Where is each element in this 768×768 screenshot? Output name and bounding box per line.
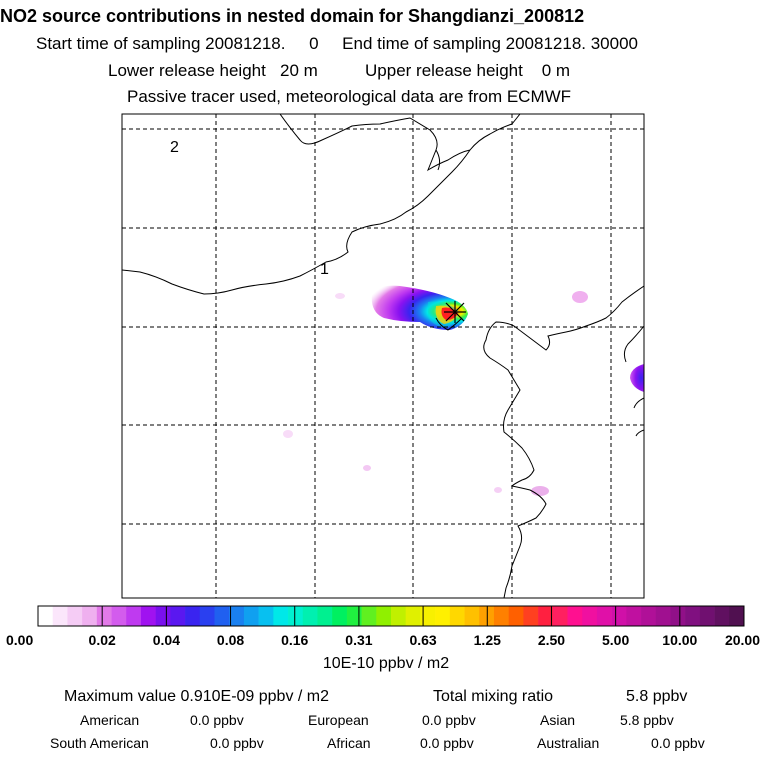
colorbar-swatch <box>435 606 451 626</box>
colorbar-swatch <box>82 606 98 626</box>
colorbar-swatch <box>243 606 259 626</box>
colorbar-tick-label: 2.50 <box>538 632 565 648</box>
colorbar-swatch <box>38 606 54 626</box>
colorbar-swatch <box>552 606 568 626</box>
colorbar-swatch <box>420 606 436 626</box>
chart-title: NO2 source contributions in nested domai… <box>0 6 585 26</box>
colorbar-swatch <box>493 606 509 626</box>
colorbar-tick-label: 0.08 <box>217 632 244 648</box>
region-name-south-american: South American <box>50 735 149 751</box>
colorbar-swatch <box>685 606 701 626</box>
colorbar-swatch <box>523 606 539 626</box>
faint-spot <box>494 487 502 493</box>
colorbar-swatch <box>626 606 642 626</box>
colorbar-tick-label: 0.16 <box>281 632 308 648</box>
colorbar-swatch <box>582 606 598 626</box>
sampling-time-text: Start time of sampling 20081218. 0 End t… <box>36 34 638 53</box>
region-value-american: 0.0 ppbv <box>190 712 244 728</box>
region-name-african: African <box>327 735 371 751</box>
colorbar-swatch <box>670 606 686 626</box>
colorbar-swatch <box>391 606 407 626</box>
total-mixing-value: 5.8 ppbv <box>626 688 688 705</box>
colorbar-swatch <box>185 606 201 626</box>
colorbar-swatch <box>67 606 83 626</box>
colorbar-unit-label: 10E-10 ppbv / m2 <box>323 655 449 672</box>
colorbar-swatch <box>611 606 627 626</box>
colorbar-tick-label: 1.25 <box>474 632 501 648</box>
colorbar-tick-label: 20.00 <box>725 632 760 648</box>
colorbar-tick-label: 0.00 <box>6 632 33 648</box>
faint-spot <box>283 430 293 438</box>
colorbar-swatch <box>258 606 274 626</box>
region-label-1: 1 <box>320 261 329 278</box>
colorbar-swatch <box>376 606 392 626</box>
colorbar-swatch <box>567 606 583 626</box>
region-value-asian: 5.8 ppbv <box>620 712 674 728</box>
region-value-australian: 0.0 ppbv <box>651 735 705 751</box>
colorbar-swatch <box>96 606 112 626</box>
colorbar-swatch <box>508 606 524 626</box>
faint-spot <box>363 465 371 471</box>
east-edge-hotspot <box>630 364 644 392</box>
colorbar-swatch <box>170 606 186 626</box>
region-value-african: 0.0 ppbv <box>420 735 474 751</box>
colorbar-swatch <box>596 606 612 626</box>
max-value-text: Maximum value 0.910E-09 ppbv / m2 <box>64 688 330 705</box>
colorbar-swatch <box>714 606 730 626</box>
colorbar-tick-label: 0.63 <box>409 632 436 648</box>
colorbar-swatch <box>199 606 215 626</box>
region-value-south-american: 0.0 ppbv <box>210 735 264 751</box>
faint-spot <box>335 293 345 299</box>
colorbar-swatch <box>155 606 171 626</box>
region-name-asian: Asian <box>540 712 576 728</box>
colorbar-swatch <box>302 606 318 626</box>
colorbar-swatch <box>111 606 127 626</box>
grid-lines <box>122 114 644 598</box>
release-height-text: Lower release height 20 m Upper release … <box>108 61 571 80</box>
colorbar-swatch <box>214 606 230 626</box>
colorbar-swatch <box>332 606 348 626</box>
colorbar-swatch <box>52 606 68 626</box>
colorbar-swatch <box>479 606 495 626</box>
colorbar-swatch <box>538 606 554 626</box>
colorbar-swatch <box>317 606 333 626</box>
colorbar-swatch <box>273 606 289 626</box>
colorbar-swatch <box>346 606 362 626</box>
map-frame <box>121 113 645 599</box>
main-plume <box>371 285 468 330</box>
total-mixing-label: Total mixing ratio <box>433 688 554 705</box>
colorbar-swatch <box>449 606 465 626</box>
colorbar-swatch <box>464 606 480 626</box>
colorbar-swatch <box>126 606 142 626</box>
colorbar-swatch <box>699 606 715 626</box>
colorbar-tick-label: 0.04 <box>153 632 180 648</box>
colorbar-swatch <box>288 606 304 626</box>
colorbar-frame <box>37 605 745 627</box>
colorbar-tick-label: 0.02 <box>89 632 116 648</box>
map-area <box>122 114 644 598</box>
colorbar-swatch <box>641 606 657 626</box>
region-name-european: European <box>308 712 369 728</box>
colorbar-swatch <box>655 606 671 626</box>
region-name-australian: Australian <box>537 735 600 751</box>
faint-spot <box>572 291 588 303</box>
colorbar-tick-label: 5.00 <box>602 632 629 648</box>
receptor-marker-icon <box>444 301 466 323</box>
colorbar-tick-label: 10.00 <box>662 632 697 648</box>
region-name-american: American <box>80 712 140 728</box>
colorbar-tick-labels: 0.00 0.02 0.04 0.08 0.16 0.31 0.63 1.25 2.50 5.00… <box>6 606 760 648</box>
tracer-info-text: Passive tracer used, meteorological data… <box>127 87 572 106</box>
colorbar-swatch <box>361 606 377 626</box>
colorbar-swatch <box>229 606 245 626</box>
region-value-european: 0.0 ppbv <box>422 712 476 728</box>
colorbar-swatch <box>140 606 156 626</box>
faint-spot <box>531 486 549 496</box>
colorbar-swatch <box>729 606 745 626</box>
colorbar-tick-label: 0.31 <box>345 632 372 648</box>
colorbar-swatch <box>405 606 421 626</box>
colorbar <box>38 606 745 626</box>
map-boundaries <box>122 114 644 598</box>
region-label-2: 2 <box>170 139 179 156</box>
